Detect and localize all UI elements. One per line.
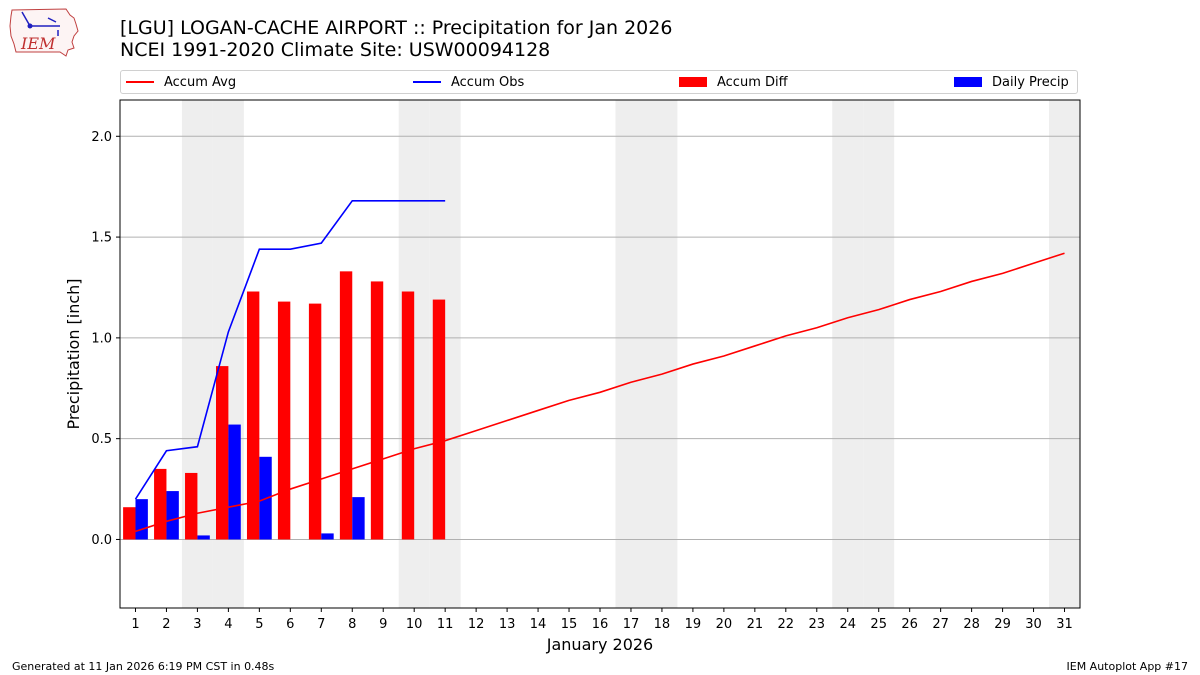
y-axis-label: Precipitation [inch] xyxy=(64,278,83,429)
legend-swatch-accum-obs xyxy=(413,81,441,83)
legend-label-accum-obs: Accum Obs xyxy=(451,74,525,90)
legend-swatch-accum-diff xyxy=(679,77,707,87)
generated-note: Generated at 11 Jan 2026 6:19 PM CST in … xyxy=(12,660,275,673)
y-tick-label: 2.0 xyxy=(91,130,112,145)
accum-avg-line xyxy=(135,252,1065,533)
accum-diff-bar xyxy=(123,507,136,540)
accum-diff-bar xyxy=(154,468,167,540)
x-tick-label: 30 xyxy=(1025,617,1042,632)
x-tick-label: 2 xyxy=(162,617,170,632)
x-tick-label: 3 xyxy=(193,617,201,632)
x-tick-label: 28 xyxy=(963,617,980,632)
x-tick-label: 4 xyxy=(224,617,232,632)
weekend-shade xyxy=(1049,100,1080,608)
iem-logo: IEM xyxy=(9,8,79,57)
daily-precip-bar xyxy=(197,535,210,540)
x-tick-label: 14 xyxy=(530,617,547,632)
daily-precip-bar xyxy=(321,533,334,540)
y-tick-label: 1.5 xyxy=(91,231,112,246)
weekend-shade xyxy=(615,100,647,608)
x-tick-label: 24 xyxy=(839,617,856,632)
x-tick-label: 6 xyxy=(286,617,294,632)
weekend-shade xyxy=(646,100,678,608)
accum-diff-bar xyxy=(216,366,229,540)
legend-item-accum-obs: Accum Obs xyxy=(413,71,524,93)
x-tick-label: 26 xyxy=(901,617,918,632)
y-tick-label: 0.0 xyxy=(91,533,112,548)
x-tick-label: 15 xyxy=(561,617,578,632)
legend-label-accum-avg: Accum Avg xyxy=(164,74,237,90)
x-tick-label: 25 xyxy=(870,617,887,632)
x-tick-label: 10 xyxy=(406,617,423,632)
x-tick-label: 21 xyxy=(747,617,764,632)
x-tick-label: 9 xyxy=(379,617,387,632)
x-tick-label: 16 xyxy=(592,617,609,632)
app-note: IEM Autoplot App #17 xyxy=(1066,660,1189,673)
x-tick-label: 29 xyxy=(994,617,1011,632)
x-tick-label: 12 xyxy=(468,617,485,632)
accum-diff-bar xyxy=(401,291,415,540)
x-tick-label: 18 xyxy=(654,617,671,632)
legend-label-accum-diff: Accum Diff xyxy=(717,74,788,90)
daily-precip-bar xyxy=(352,497,365,540)
accum-diff-bar xyxy=(370,281,384,540)
chart-subtitle: NCEI 1991-2020 Climate Site: USW00094128 xyxy=(120,39,551,61)
y-tick-label: 0.5 xyxy=(91,432,112,447)
legend-item-daily-precip: Daily Precip xyxy=(954,71,1069,93)
daily-precip-bar xyxy=(135,499,148,540)
accum-diff-bar xyxy=(308,303,322,540)
x-tick-label: 17 xyxy=(623,617,640,632)
logo-text: IEM xyxy=(20,34,56,53)
x-tick-label: 11 xyxy=(437,617,454,632)
x-tick-label: 22 xyxy=(778,617,795,632)
x-tick-label: 31 xyxy=(1056,617,1073,632)
accum-diff-bar xyxy=(246,291,260,540)
chart-title: [LGU] LOGAN-CACHE AIRPORT :: Precipitati… xyxy=(120,17,673,39)
legend-swatch-daily-precip xyxy=(954,77,982,87)
x-tick-label: 19 xyxy=(685,617,702,632)
weekend-shade xyxy=(832,100,864,608)
legend-item-accum-diff: Accum Diff xyxy=(679,71,788,93)
accum-diff-bar xyxy=(277,301,291,540)
legend-item-accum-avg: Accum Avg xyxy=(126,71,236,93)
x-tick-label: 5 xyxy=(255,617,263,632)
weekend-shade xyxy=(863,100,895,608)
daily-precip-bar xyxy=(166,491,179,540)
accum-diff-bar xyxy=(432,299,446,540)
x-tick-label: 1 xyxy=(131,617,139,632)
legend-label-daily-precip: Daily Precip xyxy=(992,74,1069,90)
x-tick-label: 23 xyxy=(809,617,826,632)
x-tick-label: 27 xyxy=(932,617,949,632)
x-tick-label: 8 xyxy=(348,617,356,632)
y-tick-label: 1.0 xyxy=(91,331,112,346)
accum-diff-bar xyxy=(339,271,353,540)
x-tick-label: 20 xyxy=(716,617,733,632)
legend-swatch-accum-avg xyxy=(126,81,154,83)
legend: Accum Avg Accum Obs Accum Diff Daily Pre… xyxy=(120,70,1078,94)
accum-obs-line xyxy=(134,199,446,500)
x-axis-label: January 2026 xyxy=(546,635,653,654)
daily-precip-bar xyxy=(228,424,241,540)
x-tick-label: 7 xyxy=(317,617,325,632)
accum-diff-bar xyxy=(185,472,198,540)
x-tick-label: 13 xyxy=(499,617,516,632)
